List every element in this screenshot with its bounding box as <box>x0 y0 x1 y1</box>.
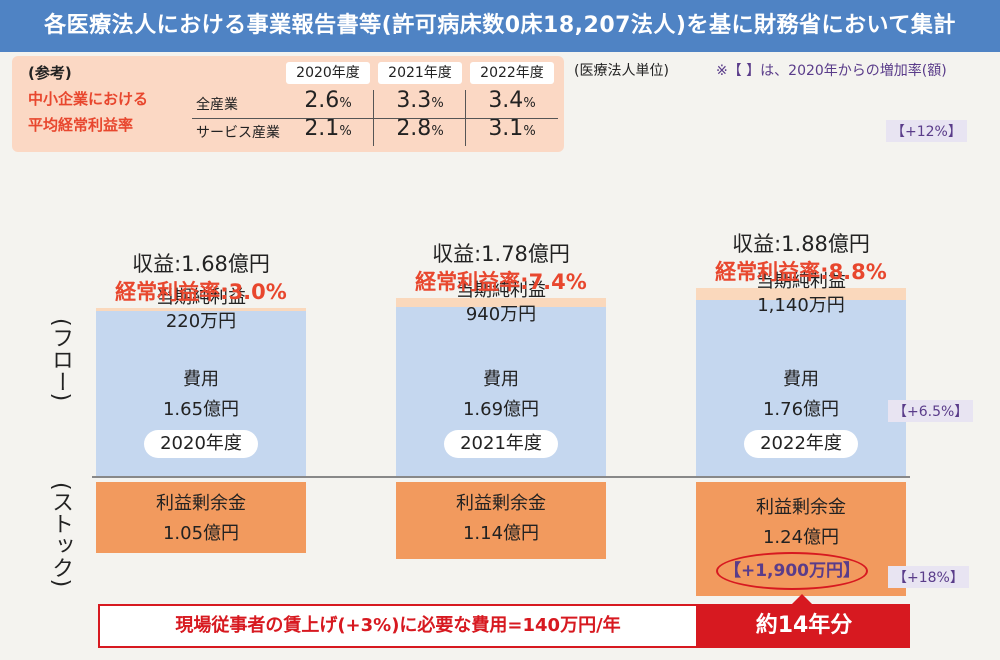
flow-baseline <box>92 476 910 478</box>
reference-value: 3.4% <box>470 88 554 113</box>
reference-value-unit: % <box>339 124 352 139</box>
net-income-bar <box>396 298 606 307</box>
revenue-increase-tag: 【+12%】 <box>886 120 967 142</box>
stock-label: (ストック) <box>48 482 73 588</box>
cost-name: 費用 <box>483 369 519 390</box>
revenue-label: 収益:1.68億円 <box>132 252 270 276</box>
cost-name: 費用 <box>183 369 219 390</box>
reference-value-number: 3.4 <box>488 88 524 113</box>
reference-year-2020: 2020年度 <box>286 62 370 84</box>
cost-value: 1.76億円 <box>762 399 840 420</box>
retained-earnings-value: 1.24億円 <box>762 527 840 548</box>
net-income-name: 当期純利益 <box>156 286 246 308</box>
net-income-value: 1,140万円 <box>757 295 845 316</box>
unit-note: (医療法人単位) <box>574 63 669 79</box>
net-income-name: 当期純利益 <box>456 279 546 301</box>
increase-amount-label: 【+1,900万円】 <box>723 561 861 581</box>
profit-margin-label: 経常利益率:7.4% <box>415 270 587 294</box>
reference-value-number: 2.8 <box>396 116 432 141</box>
cost-value: 1.69億円 <box>462 399 540 420</box>
reference-year-2022: 2022年度 <box>470 62 554 84</box>
years-covered-box <box>698 604 910 648</box>
cost-increase-tag: 【+6.5%】 <box>888 400 974 422</box>
profit-margin-label: 経常利益率:8.8% <box>715 260 887 284</box>
year-label: 2021年度 <box>444 430 558 458</box>
year-label: 2022年度 <box>744 430 858 458</box>
reference-value: 2.1% <box>286 116 370 141</box>
net-income-value: 220万円 <box>165 310 237 332</box>
title-bar <box>0 0 1000 52</box>
reference-value-number: 3.1 <box>488 116 524 141</box>
revenue-label: 収益:1.88億円 <box>732 232 870 256</box>
reference-value: 3.1% <box>470 116 554 141</box>
reference-value: 3.3% <box>378 88 462 113</box>
retained-earnings-name: 利益剰余金 <box>756 497 846 518</box>
year-label: 2020年度 <box>144 430 258 458</box>
revenue-label: 収益:1.78億円 <box>432 242 570 266</box>
retained-earnings-bar <box>396 482 606 560</box>
net-income-bar <box>96 308 306 311</box>
reference-value-number: 3.3 <box>396 88 432 113</box>
reference-value-unit: % <box>523 96 536 111</box>
reference-year-2021: 2021年度 <box>378 62 462 84</box>
reference-value: 2.8% <box>378 116 462 141</box>
net-income-value: 940万円 <box>465 303 537 325</box>
profit-margin-label: 経常利益率:3.0% <box>115 280 287 304</box>
reference-value-unit: % <box>523 124 536 139</box>
flow-label: (フロー) <box>48 318 73 402</box>
reference-value-unit: % <box>431 96 444 111</box>
reference-row-label-all: 全産業 <box>196 97 238 113</box>
wage-note-box <box>98 604 698 648</box>
reference-value-unit: % <box>431 124 444 139</box>
retained-earnings-value: 1.14億円 <box>462 523 540 544</box>
net-income-bar <box>696 288 906 300</box>
chart-title: 各医療法人における事業報告書等(許可病床数0床18,207法人)を基に財務省にお… <box>44 13 956 38</box>
reference-heading-line2: 平均経常利益率 <box>28 116 134 134</box>
arrow-up-icon <box>790 594 814 606</box>
increase-note: ※【 】は、2020年からの増加率(額) <box>716 63 947 79</box>
increase-amount-oval <box>716 552 868 590</box>
wage-note-text: 現場従事者の賃上げ(+3%)に必要な費用=140万円/年 <box>175 615 621 636</box>
retained-increase-tag: 【+18%】 <box>888 566 969 588</box>
cost-value: 1.65億円 <box>162 399 240 420</box>
retained-earnings-bar <box>96 482 306 554</box>
reference-value: 2.6% <box>286 88 370 113</box>
cost-name: 費用 <box>783 369 819 390</box>
retained-earnings-name: 利益剰余金 <box>456 493 546 514</box>
reference-tag: (参考) <box>28 64 72 82</box>
retained-earnings-value: 1.05億円 <box>162 523 240 544</box>
net-income-name: 当期純利益 <box>756 271 846 292</box>
reference-heading-line1: 中小企業における <box>28 90 149 108</box>
years-covered-text: 約14年分 <box>755 613 853 638</box>
reference-row-divider <box>192 118 558 119</box>
retained-earnings-name: 利益剰余金 <box>156 493 246 514</box>
reference-row-label-service: サービス産業 <box>196 125 280 141</box>
reference-value-number: 2.6 <box>304 88 340 113</box>
reference-value-unit: % <box>339 96 352 111</box>
reference-value-number: 2.1 <box>304 116 340 141</box>
